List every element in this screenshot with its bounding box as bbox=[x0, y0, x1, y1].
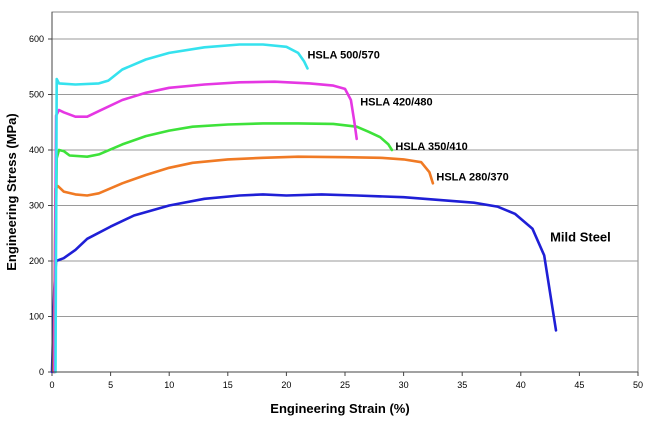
x-tick-label: 45 bbox=[574, 380, 584, 390]
series-label-hsla-350-410: HSLA 350/410 bbox=[395, 141, 467, 153]
series-line-hsla-420-480 bbox=[52, 80, 359, 374]
series-line-hsla-350-410 bbox=[52, 122, 394, 374]
gridlines bbox=[52, 38, 638, 317]
x-tick-label: 50 bbox=[633, 380, 643, 390]
x-tick-label: 40 bbox=[516, 380, 526, 390]
x-axis-ticks: 0 5 10 15 20 25 30 35 40 45 50 bbox=[49, 372, 643, 390]
y-tick-label: 200 bbox=[29, 256, 44, 266]
series-labels: Mild Steel HSLA 280/370 HSLA 350/410 HSLA 4… bbox=[307, 49, 610, 244]
series-line-mild-steel bbox=[50, 193, 558, 374]
y-axis-ticks: 0 100 200 300 400 500 600 bbox=[29, 34, 52, 377]
series-label-hsla-500-570: HSLA 500/570 bbox=[307, 49, 379, 61]
x-tick-label: 20 bbox=[281, 380, 291, 390]
y-tick-label: 100 bbox=[29, 312, 44, 322]
y-tick-label: 500 bbox=[29, 90, 44, 100]
x-tick-label: 35 bbox=[457, 380, 467, 390]
x-tick-label: 15 bbox=[223, 380, 233, 390]
x-axis-title: Engineering Strain (%) bbox=[270, 401, 409, 416]
x-tick-label: 0 bbox=[49, 380, 54, 390]
y-tick-label: 400 bbox=[29, 145, 44, 155]
y-tick-label: 600 bbox=[29, 34, 44, 44]
series-label-hsla-420-480: HSLA 420/480 bbox=[360, 97, 432, 109]
series-label-hsla-280-370: HSLA 280/370 bbox=[436, 172, 508, 184]
series-line-hsla-500-570 bbox=[54, 43, 309, 374]
x-tick-label: 5 bbox=[108, 380, 113, 390]
plot-area bbox=[51, 11, 639, 373]
y-tick-label: 0 bbox=[39, 367, 44, 377]
series-line-hsla-280-370 bbox=[52, 155, 435, 374]
y-tick-label: 300 bbox=[29, 201, 44, 211]
x-tick-label: 30 bbox=[399, 380, 409, 390]
series-label-mild-steel: Mild Steel bbox=[550, 230, 611, 245]
x-tick-label: 25 bbox=[340, 380, 350, 390]
series-lines bbox=[50, 43, 558, 374]
y-axis-title: Engineering Stress (MPa) bbox=[4, 113, 19, 270]
x-tick-label: 10 bbox=[164, 380, 174, 390]
